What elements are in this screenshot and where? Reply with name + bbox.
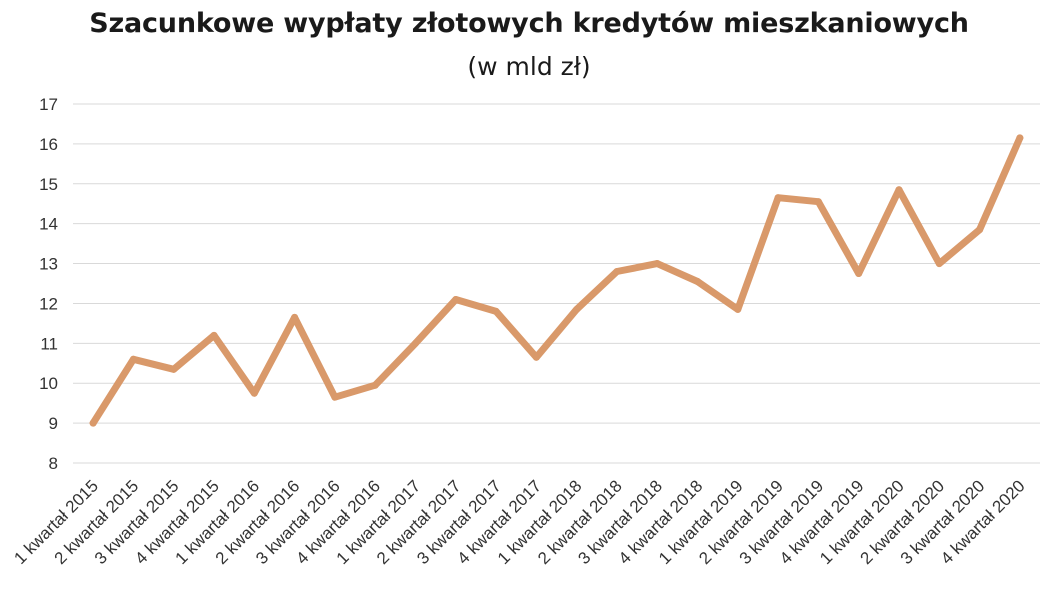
data-point xyxy=(895,186,903,194)
data-point xyxy=(210,331,218,339)
chart-subtitle: (w mld zł) xyxy=(467,52,591,81)
y-tick-label: 15 xyxy=(39,175,58,194)
data-point xyxy=(935,260,943,268)
data-point xyxy=(331,393,339,401)
y-tick-label: 8 xyxy=(49,454,58,473)
y-tick-label: 16 xyxy=(39,135,58,154)
series-layer xyxy=(89,134,1024,427)
data-point xyxy=(734,305,742,313)
gridlines xyxy=(73,103,1040,464)
y-tick-label: 17 xyxy=(39,95,58,114)
data-point xyxy=(694,278,702,286)
data-point xyxy=(573,305,581,313)
y-tick-label: 9 xyxy=(49,414,58,433)
y-tick-label: 12 xyxy=(39,294,58,313)
data-point xyxy=(250,389,258,397)
data-point xyxy=(814,198,822,206)
data-point xyxy=(653,260,661,268)
y-tick-label: 14 xyxy=(39,215,58,234)
data-point xyxy=(371,381,379,389)
series-line xyxy=(89,134,1024,427)
data-point xyxy=(452,295,460,303)
data-point xyxy=(89,419,97,427)
y-tick-label: 11 xyxy=(40,334,58,353)
data-point xyxy=(170,365,178,373)
data-point xyxy=(291,313,299,321)
y-tick-label: 10 xyxy=(39,374,58,393)
y-axis-ticks: 8 9 10 11 12 13 14 15 16 17 xyxy=(39,95,58,473)
data-point xyxy=(976,226,984,234)
data-point xyxy=(774,194,782,202)
data-point xyxy=(1016,134,1024,142)
data-point xyxy=(855,270,863,278)
data-point xyxy=(532,353,540,361)
chart-title: Szacunkowe wypłaty złotowych kredytów mi… xyxy=(89,8,969,39)
data-point xyxy=(129,355,137,363)
data-point xyxy=(492,307,500,315)
data-point xyxy=(613,268,621,276)
data-point xyxy=(411,339,419,347)
y-tick-label: 13 xyxy=(39,255,58,274)
